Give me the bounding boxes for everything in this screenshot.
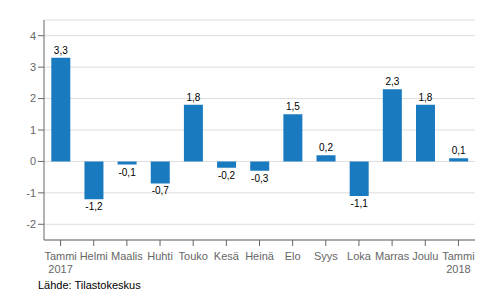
svg-text:-1,2: -1,2: [85, 201, 103, 212]
svg-text:Touko: Touko: [179, 250, 208, 262]
svg-text:-0,2: -0,2: [218, 170, 236, 181]
svg-text:-0,7: -0,7: [152, 185, 170, 196]
svg-text:-1: -1: [26, 187, 36, 199]
svg-text:Marras: Marras: [375, 250, 410, 262]
svg-text:Loka: Loka: [347, 250, 372, 262]
svg-text:1: 1: [30, 124, 36, 136]
svg-text:-2: -2: [26, 218, 36, 230]
svg-text:1,8: 1,8: [419, 92, 433, 103]
svg-text:3: 3: [30, 61, 36, 73]
svg-text:-1,1: -1,1: [351, 198, 369, 209]
svg-text:1,5: 1,5: [286, 101, 300, 112]
svg-text:-0,3: -0,3: [251, 173, 269, 184]
svg-text:0,1: 0,1: [452, 145, 466, 156]
svg-text:4: 4: [30, 30, 36, 42]
svg-text:0,2: 0,2: [319, 142, 333, 153]
svg-text:Kesä: Kesä: [214, 250, 240, 262]
svg-text:Syys: Syys: [314, 250, 338, 262]
svg-text:Tammi2017: Tammi2017: [44, 250, 76, 275]
svg-text:3,3: 3,3: [54, 45, 68, 56]
svg-text:Huhti: Huhti: [147, 250, 173, 262]
svg-text:2,3: 2,3: [385, 76, 399, 87]
svg-text:Joulu: Joulu: [412, 250, 438, 262]
svg-text:Elo: Elo: [285, 250, 301, 262]
svg-text:Tammi2018: Tammi2018: [442, 250, 474, 275]
svg-text:-0,1: -0,1: [118, 167, 136, 178]
svg-text:Maalis: Maalis: [111, 250, 143, 262]
svg-text:Helmi: Helmi: [80, 250, 108, 262]
html-text:Lähde: Tilastokeskus: Lähde: Tilastokeskus: [38, 279, 141, 291]
svg-text:Heinä: Heinä: [245, 250, 275, 262]
svg-text:0: 0: [30, 155, 36, 167]
svg-text:1,8: 1,8: [186, 92, 200, 103]
svg-text:2: 2: [30, 92, 36, 104]
